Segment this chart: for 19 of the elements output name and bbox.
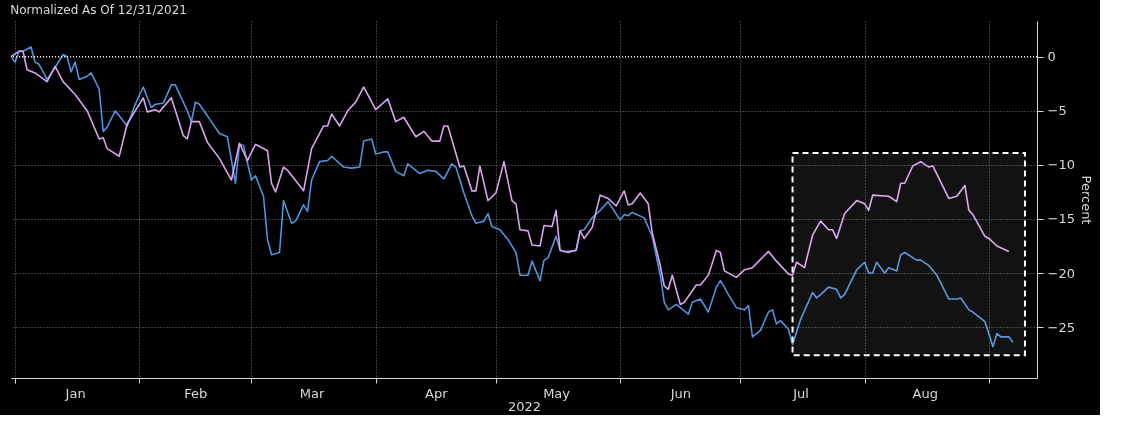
y-tick-label: −20 [1047,265,1075,281]
x-tick-label: Apr [425,385,449,401]
x-tick-label: May [543,385,571,401]
y-tick-label: −10 [1047,157,1075,173]
x-tick-label: Mar [299,385,325,401]
chart-title: Normalized As Of 12/31/2021 [10,3,187,17]
line-series [10,50,1010,306]
x-tick-label: Feb [184,385,208,401]
y-tick-label: −15 [1047,211,1075,227]
y-tick-label: −5 [1047,103,1067,119]
y-tick-label: 0 [1047,49,1056,65]
y-axis-title: Percent [1078,175,1094,225]
x-tick-label: Aug [912,385,938,401]
x-axis-title: 2022 [507,398,542,414]
y-tick-label: −25 [1047,319,1075,335]
x-tick-label: Jan [64,385,86,401]
x-tick-label: Jun [669,385,691,401]
line-series [10,46,1014,348]
x-tick-label: Jul [792,385,809,401]
